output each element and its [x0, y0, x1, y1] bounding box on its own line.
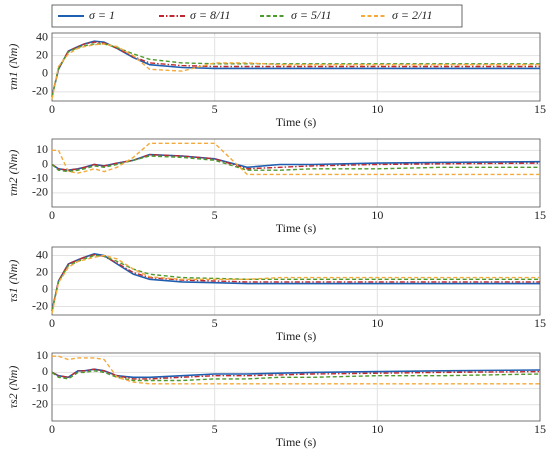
x-tick-label: 5 [212, 208, 218, 222]
x-tick-label: 0 [49, 422, 55, 436]
y-axis-label: τs1 (Nm) [6, 260, 20, 303]
series-line [51, 43, 540, 100]
legend-label: σ = 5/11 [291, 8, 331, 22]
x-tick-label: 15 [534, 102, 546, 116]
y-tick-label: 0 [42, 156, 48, 170]
y-tick-label: -20 [32, 84, 48, 98]
legend-label: σ = 1 [89, 8, 115, 22]
series-line [52, 355, 540, 385]
series-line [51, 155, 540, 173]
x-tick-label: 15 [534, 208, 546, 222]
series-line [51, 40, 540, 97]
series-line [51, 43, 540, 97]
x-tick-label: 10 [371, 102, 383, 116]
x-tick-label: 5 [212, 316, 218, 330]
plot-frame [51, 352, 541, 422]
legend-box [51, 4, 463, 28]
series-line [51, 41, 540, 97]
x-tick-label: 0 [49, 208, 55, 222]
series-line [51, 252, 540, 311]
series-line [52, 142, 540, 176]
series-line [51, 254, 540, 311]
y-tick-label: -20 [32, 397, 48, 411]
y-axis-label: τm1 (Nm) [6, 44, 20, 91]
x-axis-label: Time (s) [276, 435, 317, 449]
series-line [51, 370, 541, 382]
x-tick-label: 0 [49, 316, 55, 330]
y-tick-label: -20 [32, 298, 48, 312]
x-tick-label: 10 [371, 208, 383, 222]
series-line [51, 253, 540, 311]
y-tick-label: 40 [36, 247, 48, 261]
y-tick-label: 0 [42, 281, 48, 295]
x-tick-label: 10 [371, 422, 383, 436]
plot-frame [51, 246, 541, 316]
y-tick-label: 10 [36, 348, 48, 362]
legend-label: σ = 2/11 [392, 8, 432, 22]
x-tick-label: 0 [49, 102, 55, 116]
legend-label: σ = 8/11 [190, 8, 230, 22]
y-tick-label: 10 [36, 142, 48, 156]
y-tick-label: 0 [42, 364, 48, 378]
y-axis-label: τs2 (Nm) [6, 366, 20, 409]
x-axis-label: Time (s) [276, 115, 317, 129]
y-tick-label: 40 [36, 29, 48, 43]
y-axis-label: τm2 (Nm) [6, 150, 20, 197]
y-tick-label: -10 [32, 170, 48, 184]
x-axis-label: Time (s) [276, 329, 317, 343]
x-tick-label: 10 [371, 316, 383, 330]
series-line [51, 368, 541, 380]
y-tick-label: -10 [32, 380, 48, 394]
x-axis-label: Time (s) [276, 221, 317, 235]
series-line [51, 153, 541, 171]
x-tick-label: 5 [212, 422, 218, 436]
x-tick-label: 15 [534, 422, 546, 436]
series-line [51, 254, 540, 314]
y-tick-label: 0 [42, 66, 48, 80]
x-tick-label: 15 [534, 316, 546, 330]
plot-frame [51, 138, 541, 208]
x-tick-label: 5 [212, 102, 218, 116]
y-tick-label: 20 [36, 264, 48, 278]
series-line [51, 368, 541, 379]
y-tick-label: -20 [32, 185, 48, 199]
y-tick-label: 20 [36, 47, 48, 61]
